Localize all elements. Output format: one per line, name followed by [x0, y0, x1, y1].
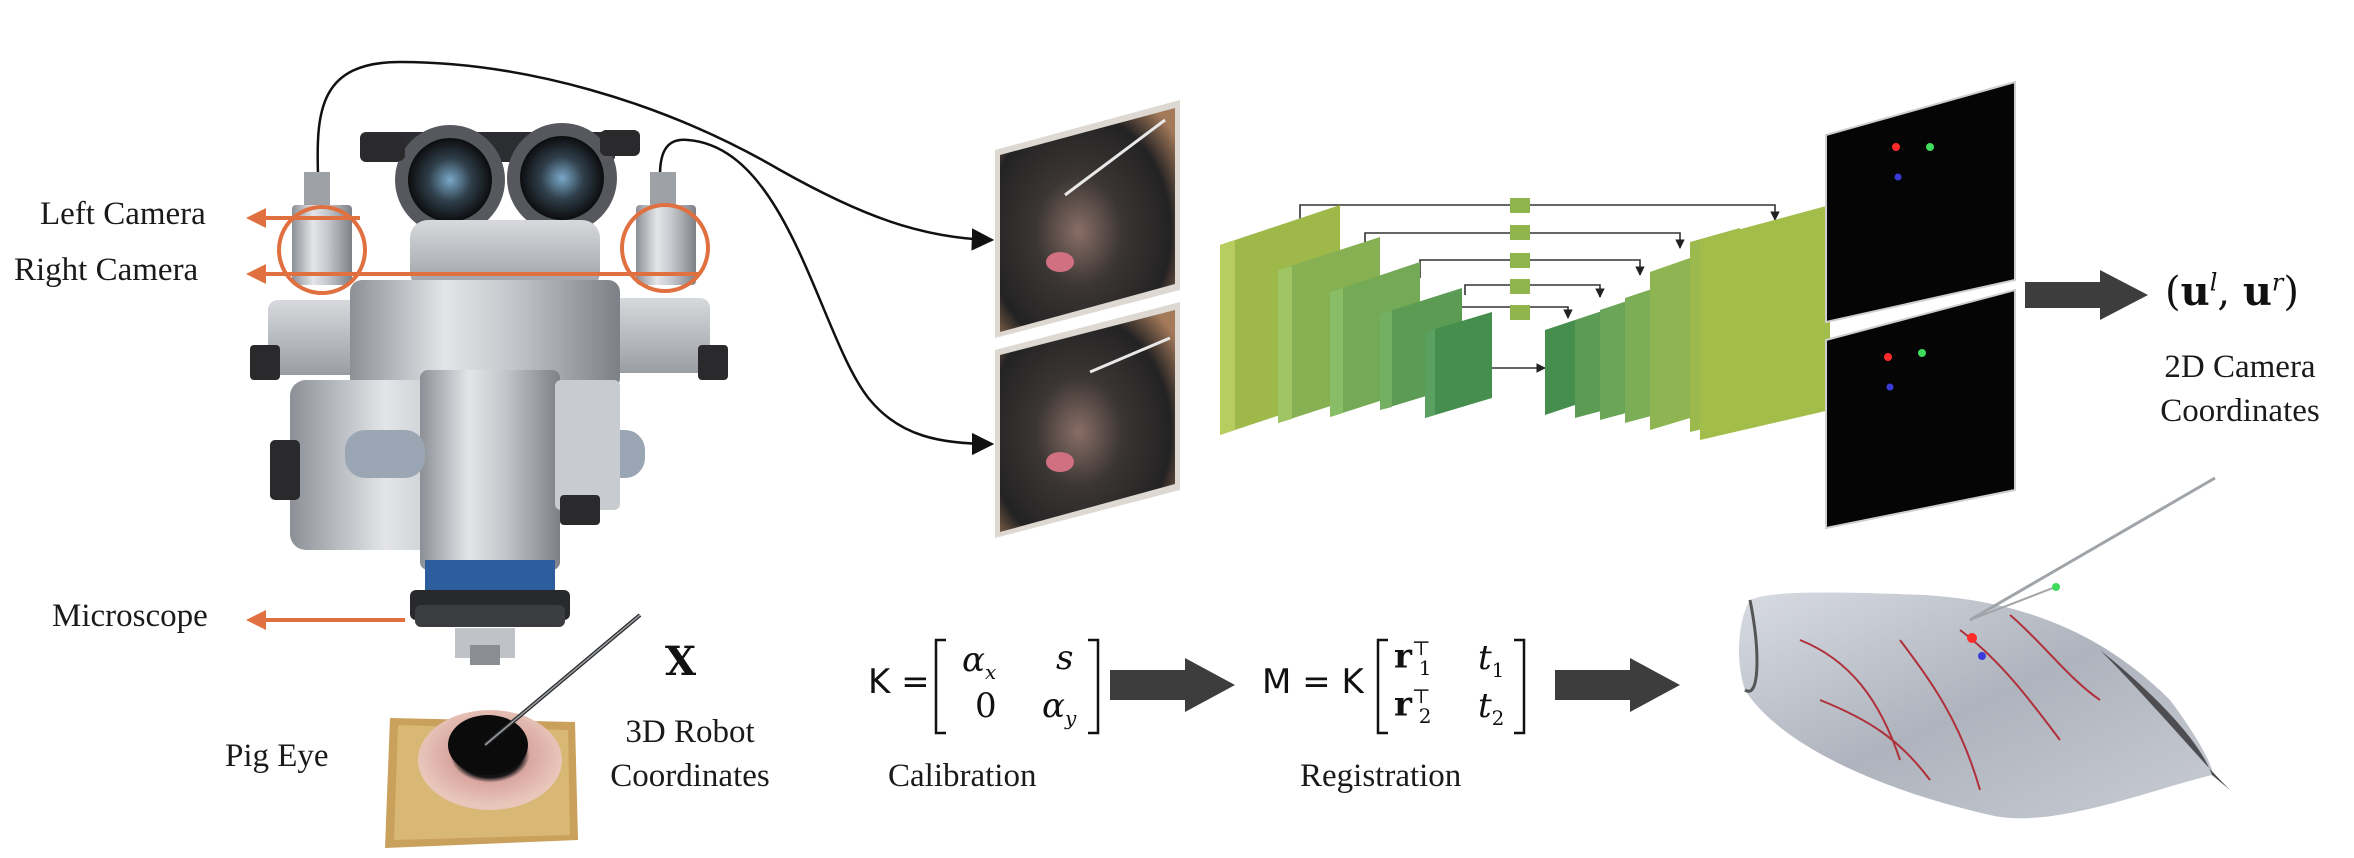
label-camera-coordinates-line1: 2D Camera	[2164, 349, 2316, 385]
tuple-r: r	[2271, 268, 2284, 297]
M-t2-sub: 2	[1491, 705, 1505, 730]
cable-left-camera	[316, 60, 995, 251]
M-r1-sub: 1	[1418, 656, 1432, 681]
camera-frame-top	[995, 100, 1180, 338]
label-right-camera: Right Camera	[14, 252, 199, 288]
label-calibration: Calibration	[888, 758, 1037, 794]
K-a22-alpha: α	[1042, 686, 1065, 726]
K-a11-sub: x	[984, 659, 997, 684]
tuple-open: (	[2165, 269, 2181, 315]
M-r2: r⊤2	[1394, 684, 1431, 728]
M-r2-sub: 2	[1418, 704, 1432, 729]
heatmap-top	[1825, 80, 2016, 324]
M-t1-sub: 1	[1491, 657, 1505, 682]
label-left-camera: Left Camera	[40, 196, 206, 232]
M-t2: t2	[1478, 686, 1504, 730]
cable-right-camera	[658, 138, 995, 456]
K-bracket-left	[934, 638, 946, 735]
M-t2-text: t	[1478, 686, 1492, 726]
label-robot-coordinates: 3D Robot Coordinates	[600, 710, 780, 798]
left-camera-body	[292, 172, 352, 285]
K-a12-text: s	[1056, 638, 1074, 678]
K-bracket-right	[1088, 638, 1100, 735]
label-microscope: Microscope	[52, 598, 208, 634]
M-t1: t1	[1478, 638, 1504, 682]
matrix-brackets	[934, 638, 1526, 735]
tuple-u-left: u	[2180, 268, 2210, 315]
pig-eye-photo	[385, 613, 642, 848]
camera-frame-bottom	[995, 302, 1180, 538]
M-t1-text: t	[1478, 638, 1492, 678]
label-pig-eye: Pig Eye	[225, 738, 329, 774]
tuple-sep: ,	[2217, 269, 2243, 315]
K-a22-sub: y	[1064, 705, 1077, 730]
robot-symbol: X	[665, 638, 696, 685]
K-a11: αx	[962, 640, 996, 684]
flow-arrows	[1110, 270, 2148, 712]
M-r1-T: ⊤	[1411, 636, 1431, 660]
left-camera-highlight	[277, 205, 367, 295]
eye-3d-render	[1738, 476, 2230, 819]
M-r2-text: r	[1394, 684, 1412, 725]
label-robot-coordinates-line1: 3D Robot	[625, 714, 755, 750]
M-r2-T: ⊤	[1411, 684, 1431, 708]
arrow-registration-to-render	[1555, 658, 1680, 712]
label-camera-coordinates-line2: Coordinates	[2160, 393, 2320, 429]
label-registration: Registration	[1300, 758, 1462, 794]
arrow-calibration-to-registration	[1110, 658, 1235, 712]
microscope-illustration	[246, 60, 995, 665]
K-a22: αy	[1042, 686, 1076, 730]
label-camera-coordinates: 2D Camera Coordinates	[2140, 345, 2340, 433]
M-lhs: M = K	[1262, 662, 1364, 702]
K-a12: s	[1056, 638, 1073, 678]
M-r1-text: r	[1394, 636, 1412, 677]
tuple-l: l	[2209, 268, 2218, 297]
M-r1: r⊤1	[1394, 636, 1431, 680]
label-robot-coordinates-line2: Coordinates	[610, 758, 770, 794]
K-lhs: K =	[868, 662, 930, 702]
K-a11-alpha: α	[962, 640, 985, 680]
heatmap-bottom	[1825, 288, 2016, 530]
unet-network	[1220, 198, 1830, 440]
tuple-u-right: u	[2242, 268, 2272, 315]
tuple-close: )	[2283, 269, 2300, 315]
M-bracket-left	[1376, 638, 1388, 735]
M-bracket-right	[1514, 638, 1526, 735]
right-camera-body	[636, 172, 696, 285]
right-camera-highlight	[620, 203, 710, 293]
K-a21: 0	[975, 686, 997, 726]
camera-coord-tuple: (ul, ur)	[2165, 268, 2299, 315]
robot-symbol-text: X	[665, 638, 697, 685]
arrow-to-camera-coords	[2025, 270, 2148, 320]
